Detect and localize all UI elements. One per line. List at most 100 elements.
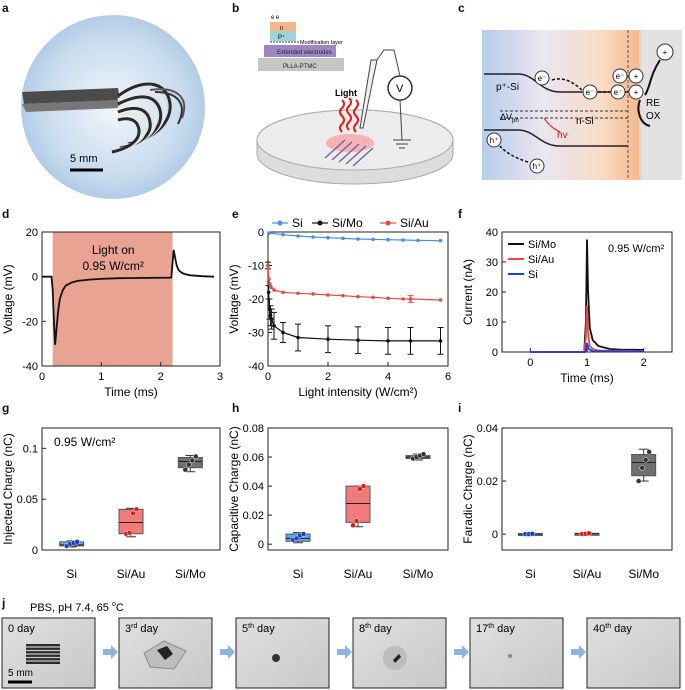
arrow-right-icon bbox=[220, 645, 235, 659]
layer-p-label: P⁺ bbox=[278, 34, 285, 41]
electron-4: e⁻ bbox=[614, 88, 623, 97]
panel-b-schematic: n e e P⁺ Modification layer Extended ele… bbox=[256, 15, 454, 185]
day-label: 17th day bbox=[476, 623, 515, 635]
band-background bbox=[482, 30, 682, 180]
panel-letter-c: c bbox=[458, 1, 465, 15]
light-on-label: Light on bbox=[92, 243, 135, 257]
voltmeter-icon bbox=[387, 75, 413, 101]
sample-point bbox=[635, 478, 642, 484]
sample-point bbox=[357, 486, 363, 492]
y-axis-label: Faradic Charge (nC) bbox=[461, 434, 475, 543]
device-day5-fragment bbox=[272, 654, 280, 662]
data-point bbox=[296, 335, 300, 340]
sample-point bbox=[586, 530, 592, 537]
legend-label: Si/Au bbox=[400, 216, 429, 230]
cation-icon: + bbox=[663, 48, 668, 57]
data-point bbox=[408, 297, 413, 301]
category-label: Si/Au bbox=[117, 567, 146, 581]
data-point bbox=[326, 337, 330, 342]
legend-label: Si/Mo bbox=[528, 239, 556, 251]
x-tick-label: 2 bbox=[641, 357, 647, 369]
sample-point bbox=[130, 510, 136, 517]
y-tick-label: -40 bbox=[22, 361, 38, 373]
hole-plus-2: + bbox=[634, 88, 639, 97]
day-suffix: th bbox=[605, 623, 611, 630]
day-frame-40: 40th day bbox=[586, 617, 681, 689]
device-day17-fragment bbox=[508, 654, 512, 658]
data-point bbox=[416, 238, 420, 243]
data-point bbox=[281, 290, 285, 295]
panel-letter-f: f bbox=[458, 207, 463, 221]
data-point bbox=[438, 238, 443, 243]
category-label: Si/Mo bbox=[628, 567, 659, 581]
sample-point bbox=[300, 531, 307, 537]
arrow-right-icon bbox=[103, 645, 118, 659]
day-word: day bbox=[137, 623, 158, 635]
valence-band bbox=[484, 129, 628, 147]
data-point bbox=[371, 237, 375, 242]
day-frame-17: 17th day bbox=[469, 617, 564, 689]
x-tick-label: 2 bbox=[325, 371, 331, 383]
day-photo bbox=[469, 617, 564, 689]
legend-label: Si/Au bbox=[528, 254, 554, 266]
day-word: day bbox=[611, 623, 632, 635]
y-tick-label: -10 bbox=[248, 261, 264, 273]
x-axis-label: Time (ms) bbox=[104, 385, 158, 399]
y-tick-label: 0 bbox=[492, 347, 498, 359]
sample-point bbox=[350, 522, 356, 529]
data-point bbox=[326, 293, 330, 297]
day-frame-5: 5th day bbox=[235, 617, 330, 689]
layer-n bbox=[270, 22, 296, 31]
arrow-right-icon bbox=[571, 645, 586, 659]
y-tick-label: 0.05 bbox=[17, 494, 38, 506]
day-number: 0 bbox=[8, 623, 14, 635]
data-point bbox=[267, 231, 272, 235]
x-tick-label: 4 bbox=[385, 371, 391, 383]
device-in-dish-icon bbox=[324, 139, 374, 167]
day-number: 8 bbox=[359, 623, 365, 635]
x-tick-label: 6 bbox=[445, 371, 451, 383]
x-tick-label: 0 bbox=[39, 371, 45, 383]
y-axis-label: Capacitive Charge (nC) bbox=[227, 426, 241, 551]
chart-d: -40 -20 0 20 0 1 2 3 Time (ms) Voltage (mV) Light … bbox=[1, 227, 223, 399]
data-point bbox=[311, 292, 315, 296]
chart-g: 0 0.05 0.1 Injected Charge (nC) Si Si/Au Si/Mo… bbox=[1, 427, 221, 581]
hole-2: h⁺ bbox=[533, 162, 542, 171]
y-tick-label: -20 bbox=[22, 316, 38, 328]
electron-2: e⁻ bbox=[586, 88, 595, 97]
data-point bbox=[408, 339, 413, 343]
arrow-right-icon bbox=[454, 645, 469, 659]
category-label: Si bbox=[525, 567, 536, 581]
intensity-label: 0.95 W/cm² bbox=[54, 435, 115, 449]
hv-label: hv bbox=[557, 130, 568, 141]
substrate-label: PLLA-PTMC bbox=[283, 64, 317, 70]
data-point bbox=[356, 338, 360, 343]
panel-c-band-diagram: p⁺-Si n-Si ΔVph hv RE OX e⁻ e⁻ e⁻ e⁻ + +… bbox=[482, 30, 682, 180]
y-tick-label: -40 bbox=[248, 361, 264, 373]
sample-point bbox=[293, 535, 300, 542]
light-on-region bbox=[52, 232, 173, 366]
light-label: Light bbox=[335, 88, 357, 98]
chart-f: 0 10 20 30 40 0 1 2 Time (ms) Current (nA) Si/Mo Si… bbox=[461, 227, 673, 385]
layer-n-label: n bbox=[280, 26, 283, 32]
ox-label: OX bbox=[646, 111, 661, 122]
sample-point bbox=[182, 466, 189, 473]
sample-point bbox=[133, 506, 140, 513]
data-point bbox=[386, 296, 390, 301]
scale-label-j: 5 mm bbox=[8, 668, 33, 679]
y-tick-label: -20 bbox=[248, 294, 264, 306]
data-point bbox=[401, 238, 405, 242]
y-tick-label: 0.06 bbox=[243, 452, 264, 464]
data-point bbox=[272, 324, 276, 328]
panel-j-degradation: PBS, pH 7.4, 65 oC 0 day 3rd day 5th day 8t… bbox=[1, 601, 681, 689]
intensity-label: 0.95 W/cm² bbox=[608, 243, 665, 255]
data-point bbox=[267, 277, 271, 281]
category-label: Si/Mo bbox=[403, 567, 434, 581]
y-tick-label: 30 bbox=[486, 257, 498, 269]
legend-marker bbox=[317, 220, 323, 226]
panel-letter-i: i bbox=[458, 401, 461, 415]
n-si-label: n-Si bbox=[576, 116, 594, 127]
panel-letter-g: g bbox=[2, 401, 9, 415]
sample-point bbox=[193, 453, 199, 460]
